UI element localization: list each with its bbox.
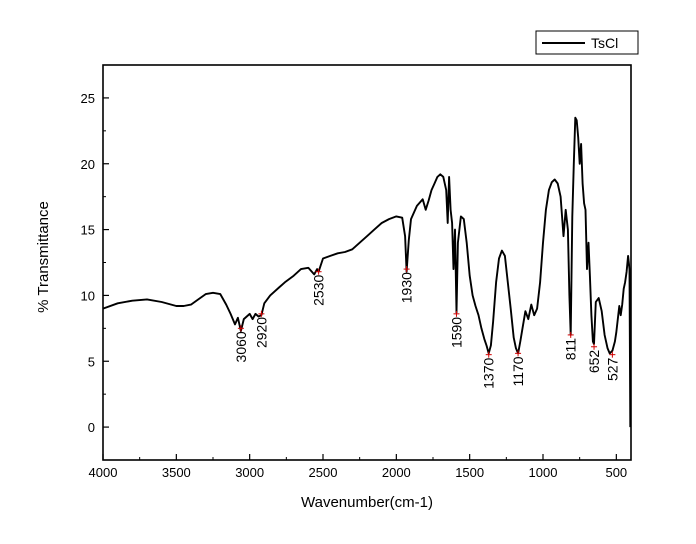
x-tick-label: 1500: [455, 465, 484, 480]
plot-frame: [102, 64, 632, 461]
peak-marker: 1170: [510, 350, 526, 387]
x-tick-label: 2000: [382, 465, 411, 480]
y-axis-label: % Transmittance: [35, 201, 52, 313]
peak-label: 811: [563, 338, 579, 361]
x-tick-label: 1000: [529, 465, 558, 480]
peak-label: 2920: [253, 317, 269, 348]
x-tick-label: 3000: [235, 465, 264, 480]
y-tick-label: 0: [88, 420, 95, 435]
peak-marker: 1590: [449, 310, 465, 348]
peak-annotations: 3060 2920 2530 1930 1590 1370 1170 811 652 527: [233, 266, 620, 389]
peak-marker: 811: [563, 331, 579, 361]
y-tick-label: 20: [81, 157, 95, 172]
peak-marker: 3060: [233, 325, 249, 362]
peak-label: 2530: [311, 274, 327, 305]
y-tick-label: 15: [81, 223, 95, 238]
legend-box: [535, 30, 639, 55]
peak-marker: 2530: [311, 268, 327, 306]
peak-label: 3060: [233, 331, 249, 362]
peak-marker: 1930: [399, 266, 415, 303]
legend: TsCl: [535, 30, 639, 55]
x-axis-label: Wavenumber(cm-1): [301, 494, 433, 511]
x-tick-labels: 4000 3500 3000 2500 2000 1500 1000 500: [89, 465, 628, 480]
y-tick-label: 25: [81, 91, 95, 106]
peak-marker: 1370: [481, 351, 497, 389]
series-line-tscl: [102, 116, 632, 428]
peak-label: 1370: [481, 357, 497, 388]
x-tick-label: 3500: [162, 465, 191, 480]
peak-label: 1930: [399, 272, 415, 303]
peak-label: 1590: [449, 317, 465, 348]
axis-ticks: [102, 97, 617, 460]
y-tick-labels: 0 5 10 15 20 25: [81, 91, 95, 435]
peak-label: 652: [586, 350, 602, 374]
x-tick-label: 4000: [89, 465, 118, 480]
peak-marker: 652: [586, 343, 602, 374]
x-tick-label: 2500: [309, 465, 338, 480]
y-tick-label: 5: [88, 354, 95, 369]
peak-label: 527: [604, 357, 620, 381]
peak-label: 1170: [510, 356, 526, 386]
y-tick-label: 10: [81, 288, 95, 303]
legend-label: TsCl: [591, 35, 618, 51]
x-tick-label: 500: [605, 465, 627, 480]
peak-marker: 527: [604, 351, 620, 381]
peak-marker: 2920: [253, 310, 269, 348]
